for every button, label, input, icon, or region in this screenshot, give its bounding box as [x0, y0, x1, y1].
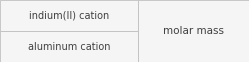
Text: molar mass: molar mass [163, 26, 224, 36]
Bar [0, 31, 138, 62]
Bar [138, 0, 249, 62]
Text: indium(II) cation: indium(II) cation [29, 10, 109, 21]
Bar [0, 0, 138, 31]
Text: aluminum cation: aluminum cation [28, 41, 110, 52]
